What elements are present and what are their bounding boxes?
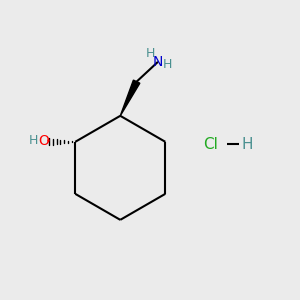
Text: H: H [146,47,156,61]
Text: H: H [242,136,253,152]
Text: H: H [163,58,172,71]
Text: H: H [29,134,38,147]
Text: Cl: Cl [203,136,218,152]
Text: •: • [46,137,51,146]
Text: N: N [152,55,163,69]
Polygon shape [120,80,140,116]
Text: O: O [39,134,50,148]
